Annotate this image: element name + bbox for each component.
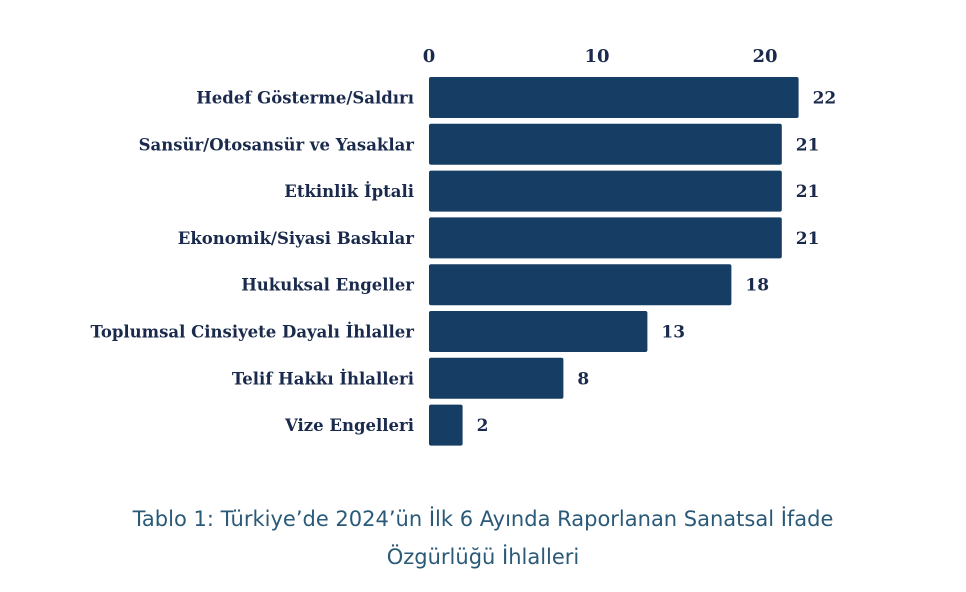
bar xyxy=(429,77,799,118)
value-label: 18 xyxy=(745,276,769,296)
value-label: 21 xyxy=(796,229,820,249)
category-label: Telif Hakkı İhlalleri xyxy=(232,368,414,388)
x-axis-ticks: 0 10 20 xyxy=(423,46,778,67)
bars xyxy=(429,77,799,446)
bar xyxy=(429,311,648,352)
category-label: Hedef Gösterme/Saldırı xyxy=(196,89,414,108)
category-label: Hukuksal Engeller xyxy=(241,276,414,295)
category-label: Ekonomik/Siyasi Baskılar xyxy=(178,229,415,248)
bar-chart: 0 10 20 Hedef Gösterme/Saldırı Sansür/Otosa… xyxy=(90,46,837,446)
category-label: Etkinlik İptali xyxy=(284,181,414,201)
bar xyxy=(429,123,782,165)
category-label: Sansür/Otosansür ve Yasaklar xyxy=(139,135,415,154)
bar xyxy=(429,404,463,446)
value-label: 21 xyxy=(796,135,820,155)
caption-line-1: Tablo 1: Türkiye’de 2024’ün İlk 6 Ayında… xyxy=(132,507,834,531)
x-tick-label: 20 xyxy=(752,46,777,67)
value-label: 22 xyxy=(813,89,837,109)
caption-line-2: Özgürlüğü İhlalleri xyxy=(386,545,580,569)
category-labels: Hedef Gösterme/Saldırı Sansür/Otosansür v… xyxy=(90,89,414,436)
bar xyxy=(429,217,782,259)
value-label: 13 xyxy=(661,323,685,343)
x-tick-label: 10 xyxy=(584,46,609,67)
bar xyxy=(429,357,564,399)
category-label: Vize Engelleri xyxy=(284,416,414,435)
value-labels: 22 21 21 21 18 13 8 2 xyxy=(477,89,837,437)
bar xyxy=(429,264,732,306)
bar xyxy=(429,170,782,212)
chart-caption: Tablo 1: Türkiye’de 2024’ün İlk 6 Ayında… xyxy=(0,500,966,576)
category-label: Toplumsal Cinsiyete Dayalı İhlaller xyxy=(90,322,414,342)
x-tick-label: 0 xyxy=(423,46,436,67)
value-label: 21 xyxy=(796,182,820,202)
value-label: 2 xyxy=(477,416,489,436)
value-label: 8 xyxy=(577,369,589,389)
